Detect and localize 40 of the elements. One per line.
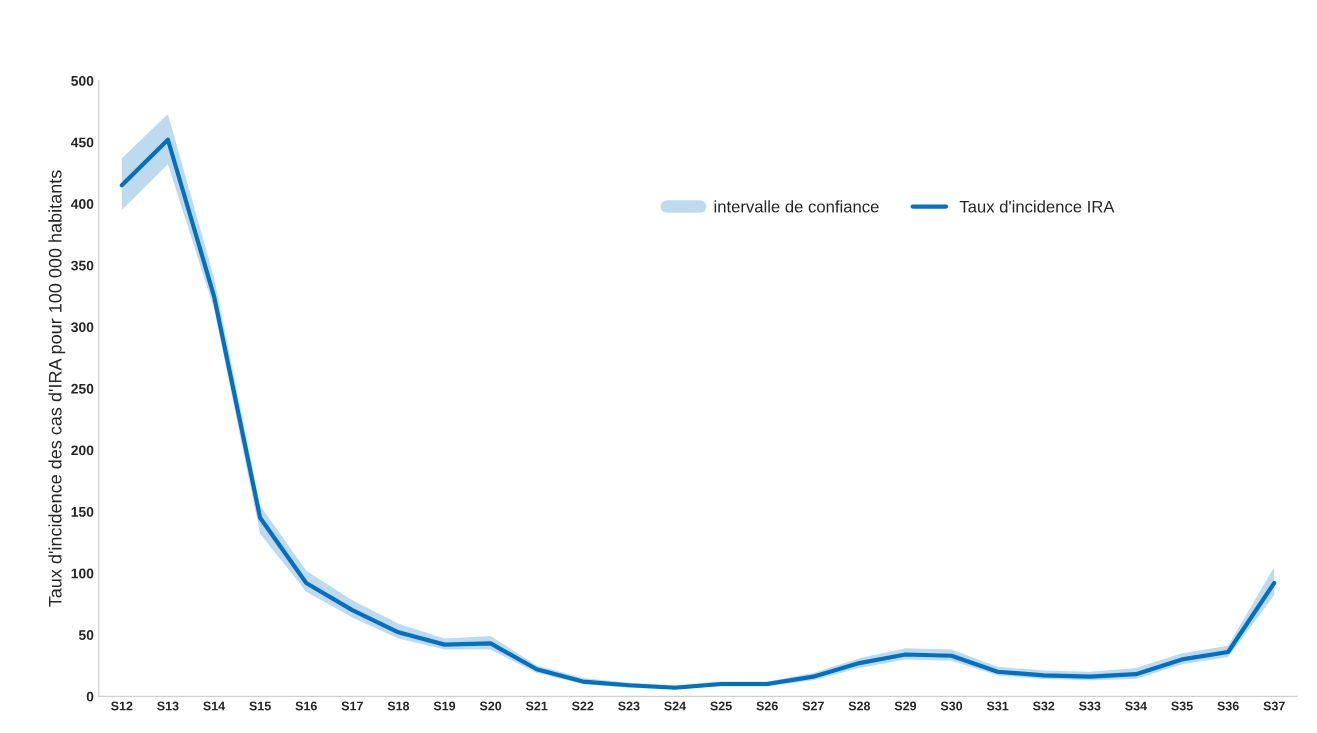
x-tick-label: S37 [1263, 701, 1285, 711]
x-tick-label: S31 [986, 701, 1009, 711]
x-tick-label: S18 [387, 701, 410, 711]
y-tick-label: 150 [71, 506, 94, 517]
x-tick-label: S30 [940, 701, 963, 711]
x-tick-label: S28 [848, 701, 871, 711]
x-tick-label: S23 [618, 701, 640, 711]
annotation: intervalle de confiance [714, 200, 879, 213]
legend-label: Taux d'incidence IRA [959, 200, 1115, 213]
x-tick-label: S26 [756, 701, 778, 711]
x-tick-label: S22 [572, 701, 594, 711]
x-tick-label: S17 [341, 701, 363, 711]
y-tick-label: 350 [71, 260, 94, 271]
y-tick-label: 200 [71, 445, 94, 456]
x-tick-label: S14 [203, 701, 226, 711]
x-tick-label: S27 [802, 701, 824, 711]
x-tick-label: S24 [664, 701, 687, 711]
x-tick-label: S15 [249, 701, 271, 711]
y-tick-label: 300 [71, 322, 94, 333]
x-tick-label: S35 [1171, 701, 1193, 711]
x-tick-label: S33 [1079, 701, 1101, 711]
x-tick-label: S12 [111, 701, 133, 711]
x-tick-label: S34 [1125, 701, 1147, 711]
x-tick-label: S36 [1217, 701, 1239, 711]
y-tick-label: 450 [70, 137, 94, 148]
x-tick-label: S21 [525, 701, 548, 711]
y-tick-label: 400 [70, 199, 94, 209]
x-tick-label: S25 [710, 701, 732, 711]
y-tick-label: 250 [71, 383, 94, 394]
x-tick-label: S20 [479, 701, 502, 711]
x-tick-label: S29 [894, 701, 917, 711]
y-tick-label: 50 [78, 630, 94, 640]
y-tick-label: 0 [86, 691, 94, 702]
x-tick-label: S13 [157, 701, 179, 711]
x-tick-label: S16 [295, 701, 317, 711]
y-tick-label: 100 [71, 568, 94, 579]
y-axis-title: Taux d'incidence des cas d'IRA pour 100 000 habitants [48, 170, 66, 607]
x-tick-label: S32 [1032, 701, 1055, 711]
x-tick-label: S19 [433, 701, 456, 711]
y-tick-label: 500 [71, 75, 94, 86]
